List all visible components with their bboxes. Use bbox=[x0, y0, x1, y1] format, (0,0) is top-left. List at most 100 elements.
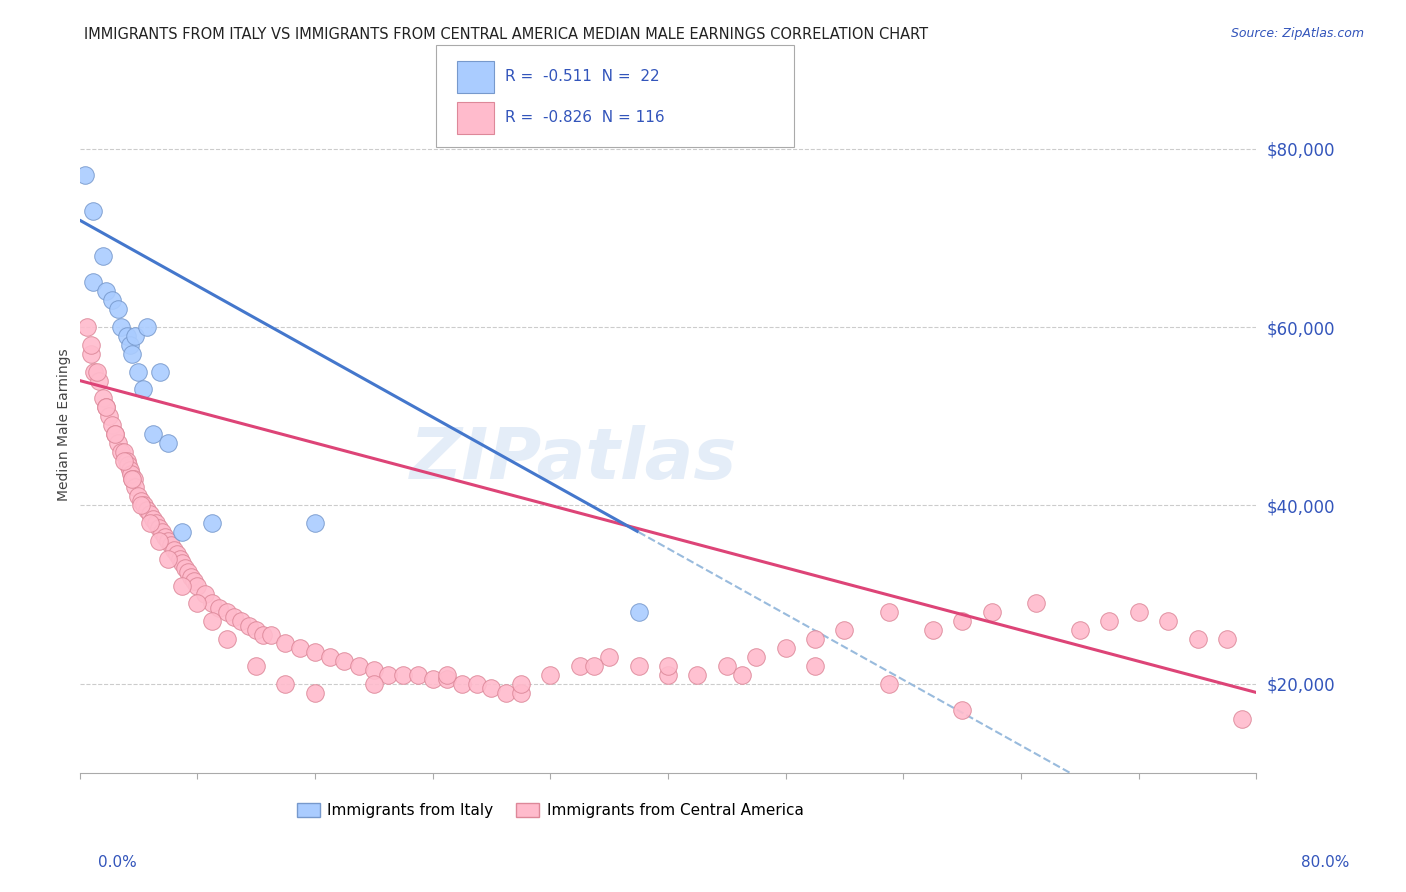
Text: R =  -0.826  N = 116: R = -0.826 N = 116 bbox=[505, 111, 665, 125]
Point bbox=[333, 654, 356, 668]
Point bbox=[1128, 605, 1150, 619]
Point bbox=[120, 467, 142, 482]
Point bbox=[252, 627, 274, 641]
Point bbox=[215, 605, 238, 619]
Point bbox=[145, 516, 167, 530]
Point bbox=[627, 605, 650, 619]
Point bbox=[82, 204, 104, 219]
Point bbox=[136, 502, 159, 516]
Point bbox=[208, 600, 231, 615]
Point bbox=[304, 685, 326, 699]
Point bbox=[80, 347, 103, 361]
Point bbox=[290, 640, 312, 655]
Point bbox=[91, 392, 114, 406]
Point bbox=[730, 667, 752, 681]
Point bbox=[1025, 596, 1047, 610]
Text: 80.0%: 80.0% bbox=[1302, 855, 1350, 870]
Point bbox=[422, 672, 444, 686]
Point bbox=[274, 636, 297, 650]
Point bbox=[127, 490, 149, 504]
Point bbox=[87, 374, 110, 388]
Point bbox=[215, 632, 238, 646]
Point bbox=[129, 498, 152, 512]
Point bbox=[451, 676, 474, 690]
Point bbox=[627, 658, 650, 673]
Point bbox=[94, 401, 117, 415]
Point bbox=[117, 458, 139, 473]
Point bbox=[110, 445, 132, 459]
Point bbox=[406, 667, 429, 681]
Point bbox=[76, 320, 98, 334]
Point bbox=[112, 454, 135, 468]
Point bbox=[150, 524, 173, 539]
Point bbox=[172, 524, 194, 539]
Point bbox=[377, 667, 399, 681]
Point bbox=[686, 667, 709, 681]
Point bbox=[148, 520, 170, 534]
Point bbox=[129, 494, 152, 508]
Point bbox=[91, 249, 114, 263]
Point bbox=[166, 547, 188, 561]
Point bbox=[274, 676, 297, 690]
Point bbox=[1157, 614, 1180, 628]
Point bbox=[183, 574, 205, 588]
Point bbox=[193, 587, 215, 601]
Point bbox=[159, 538, 181, 552]
Point bbox=[148, 533, 170, 548]
Point bbox=[245, 658, 267, 673]
Point bbox=[156, 551, 179, 566]
Point bbox=[260, 627, 283, 641]
Point bbox=[921, 623, 943, 637]
Y-axis label: Median Male Earnings: Median Male Earnings bbox=[58, 349, 72, 501]
Point bbox=[245, 623, 267, 637]
Point bbox=[201, 516, 224, 530]
Point bbox=[509, 685, 531, 699]
Point bbox=[86, 365, 108, 379]
Point bbox=[104, 427, 127, 442]
Point bbox=[186, 596, 208, 610]
Point bbox=[304, 516, 326, 530]
Text: Source: ZipAtlas.com: Source: ZipAtlas.com bbox=[1230, 27, 1364, 40]
Point bbox=[115, 329, 138, 343]
Point bbox=[1216, 632, 1239, 646]
Point bbox=[568, 658, 591, 673]
Point bbox=[877, 605, 900, 619]
Point bbox=[127, 365, 149, 379]
Point bbox=[107, 302, 129, 317]
Point bbox=[121, 472, 143, 486]
Point bbox=[101, 418, 124, 433]
Point bbox=[124, 481, 146, 495]
Point bbox=[149, 365, 172, 379]
Point bbox=[1098, 614, 1121, 628]
Point bbox=[745, 649, 768, 664]
Point bbox=[598, 649, 620, 664]
Point bbox=[172, 578, 194, 592]
Text: IMMIGRANTS FROM ITALY VS IMMIGRANTS FROM CENTRAL AMERICA MEDIAN MALE EARNINGS CO: IMMIGRANTS FROM ITALY VS IMMIGRANTS FROM… bbox=[84, 27, 928, 42]
Point bbox=[177, 565, 200, 579]
Point bbox=[136, 320, 159, 334]
Point bbox=[657, 658, 679, 673]
Point bbox=[583, 658, 606, 673]
Point bbox=[142, 427, 165, 442]
Point bbox=[122, 472, 145, 486]
Point bbox=[107, 436, 129, 450]
Legend: Immigrants from Italy, Immigrants from Central America: Immigrants from Italy, Immigrants from C… bbox=[291, 797, 810, 824]
Point bbox=[118, 338, 141, 352]
Point bbox=[186, 578, 208, 592]
Point bbox=[80, 338, 103, 352]
Point bbox=[465, 676, 488, 690]
Point bbox=[392, 667, 415, 681]
Point bbox=[716, 658, 738, 673]
Text: ZIPatlas: ZIPatlas bbox=[411, 425, 738, 494]
Point bbox=[363, 663, 385, 677]
Point bbox=[238, 618, 260, 632]
Point bbox=[222, 609, 245, 624]
Point bbox=[347, 658, 370, 673]
Point bbox=[318, 649, 340, 664]
Point bbox=[156, 436, 179, 450]
Point bbox=[115, 454, 138, 468]
Point bbox=[538, 667, 561, 681]
Point bbox=[980, 605, 1002, 619]
Point bbox=[139, 516, 162, 530]
Point bbox=[877, 676, 900, 690]
